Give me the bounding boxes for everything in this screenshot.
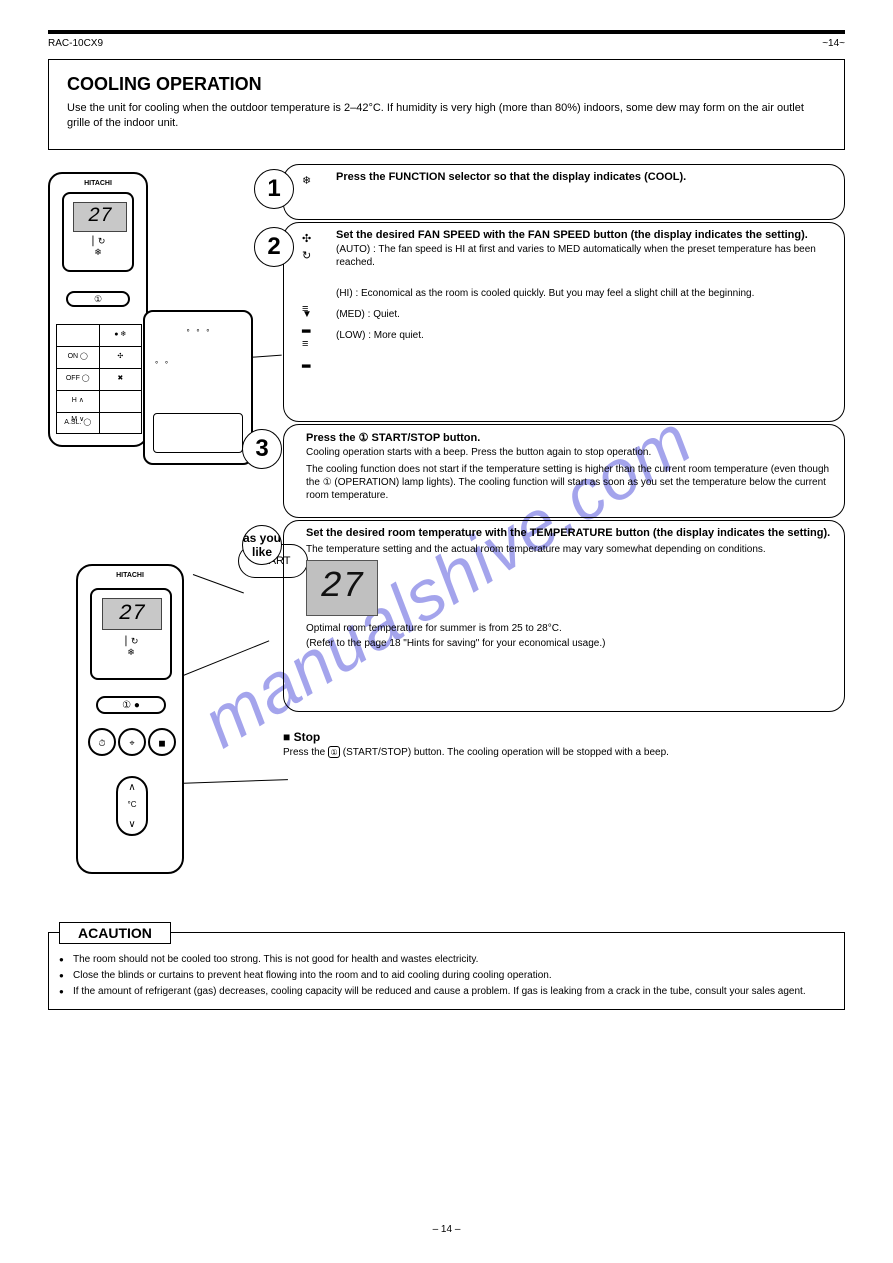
step-title: Set the desired FAN SPEED with the FAN S… [336, 229, 832, 241]
lcd-display: 27 [102, 598, 162, 630]
stop-block: ■ Stop Press the ① (START/STOP) button. … [283, 730, 845, 760]
stop-heading: ■ Stop [283, 730, 845, 744]
fan-icon-column: ✣↻≡▂≡▂ [302, 231, 311, 372]
temp-unit: °C [118, 800, 146, 809]
round-button[interactable]: ⏱ [88, 728, 116, 756]
content-area: HITACHI 27 ⎮ ↻❄ ① ● ❄ ON ◯✣ OFF ◯✖ H ∧M … [48, 164, 845, 944]
temp-up-icon: ∧ [118, 782, 146, 793]
power-icon: ① [328, 746, 340, 758]
start-stop-button[interactable]: ① ● [96, 696, 166, 714]
step-body: Optimal room temperature for summer is f… [306, 622, 832, 635]
arrow-icon: ▼ [302, 309, 312, 320]
lcd-example: 27 [306, 560, 378, 616]
step-line: (AUTO) : The fan speed is HI at first an… [336, 243, 832, 269]
grid-btn[interactable]: ON ◯ [57, 347, 100, 368]
step-body: The temperature setting and the actual r… [306, 543, 832, 556]
start-stop-button[interactable]: ① [66, 291, 130, 307]
round-button[interactable]: ⌖ [118, 728, 146, 756]
step-body: Cooling operation starts with a beep. Pr… [306, 446, 832, 459]
top-header: RAC-10CX9 ~14~ [48, 38, 845, 49]
step-line: (LOW) : More quiet. [336, 329, 832, 342]
banner-title: COOLING OPERATION [67, 74, 826, 95]
step-1: 1 ❄ Press the FUNCTION selector so that … [283, 164, 845, 220]
grid-btn[interactable]: ✣ [100, 347, 142, 368]
page-container: RAC-10CX9 ~14~ COOLING OPERATION Use the… [48, 30, 845, 1263]
round-button[interactable]: ◼ [148, 728, 176, 756]
step-line: (MED) : Quiet. [336, 308, 832, 321]
caution-item: Close the blinds or curtains to prevent … [59, 969, 834, 983]
brand-label: HITACHI [50, 180, 146, 187]
button-grid: ● ❄ ON ◯✣ OFF ◯✖ H ∧M ∨ A.SL. ◯ [56, 324, 142, 434]
cool-icon: ❄ [302, 173, 311, 191]
code-hash: ~14~ [822, 38, 845, 49]
lcd-icons: ⎮ ↻❄ [73, 236, 123, 258]
steps-column: 1 ❄ Press the FUNCTION selector so that … [283, 164, 845, 944]
step-temperature: as youlike Set the desired room temperat… [283, 520, 845, 712]
grid-btn[interactable]: OFF ◯ [57, 369, 100, 390]
model-number: RAC-10CX9 [48, 38, 103, 49]
top-rule [48, 30, 845, 34]
remote-cover-panel: ° ° ° ° ° [143, 310, 253, 465]
power-icon: ① [359, 432, 369, 444]
step-body: The cooling function does not start if t… [306, 463, 832, 502]
caution-heading: ACAUTION [59, 922, 171, 944]
caution-box: ACAUTION The room should not be cooled t… [48, 932, 845, 1010]
step-title: Press the FUNCTION selector so that the … [336, 171, 832, 183]
grid-btn[interactable]: ✖ [100, 369, 142, 390]
clock-panel [153, 413, 243, 453]
power-icon: ① [323, 477, 332, 488]
grid-btn[interactable] [100, 413, 142, 434]
temp-bubble-icon: as youlike [242, 525, 282, 565]
brand-label: HITACHI [78, 572, 182, 579]
grid-btn[interactable]: A.SL. ◯ [57, 413, 100, 434]
banner-body: Use the unit for cooling when the outdoo… [67, 101, 826, 131]
grid-btn[interactable] [100, 391, 142, 412]
stop-body: Press the ① (START/STOP) button. The coo… [283, 746, 845, 760]
temp-down-icon: ∨ [118, 819, 146, 830]
title-banner: COOLING OPERATION Use the unit for cooli… [48, 59, 845, 150]
remote-illustration-closed: HITACHI 27 ⎮ ↻❄ ① ● ⏱ ⌖ ◼ ∧ °C ∨ [76, 564, 216, 874]
step-3: 3 Press the ① START/STOP button. Cooling… [283, 424, 845, 518]
step-title: Set the desired room temperature with th… [306, 527, 832, 539]
step-title: Press the ① START/STOP button. [306, 431, 832, 444]
lcd-display: 27 [73, 202, 127, 232]
remote-illustration-open: HITACHI 27 ⎮ ↻❄ ① ● ❄ ON ◯✣ OFF ◯✖ H ∧M … [48, 172, 258, 447]
step-number: 2 [254, 227, 294, 267]
caution-item: The room should not be cooled too strong… [59, 953, 834, 967]
temperature-rocker[interactable]: ∧ °C ∨ [116, 776, 148, 836]
step-line: (HI) : Economical as the room is cooled … [336, 287, 832, 300]
caution-item: If the amount of refrigerant (gas) decre… [59, 985, 834, 999]
step-number: 1 [254, 169, 294, 209]
lcd-icons: ⎮ ↻❄ [102, 636, 160, 658]
grid-btn[interactable] [57, 325, 100, 346]
step-note: (Refer to the page 18 "Hints for saving"… [306, 637, 832, 650]
grid-btn[interactable]: H ∧M ∨ [57, 391, 100, 412]
step-2: 2 ✣↻≡▂≡▂ ▼ Set the desired FAN SPEED wit… [283, 222, 845, 422]
page-number: – 14 – [433, 1224, 461, 1235]
grid-btn[interactable]: ● ❄ [100, 325, 142, 346]
step-number: 3 [242, 429, 282, 469]
